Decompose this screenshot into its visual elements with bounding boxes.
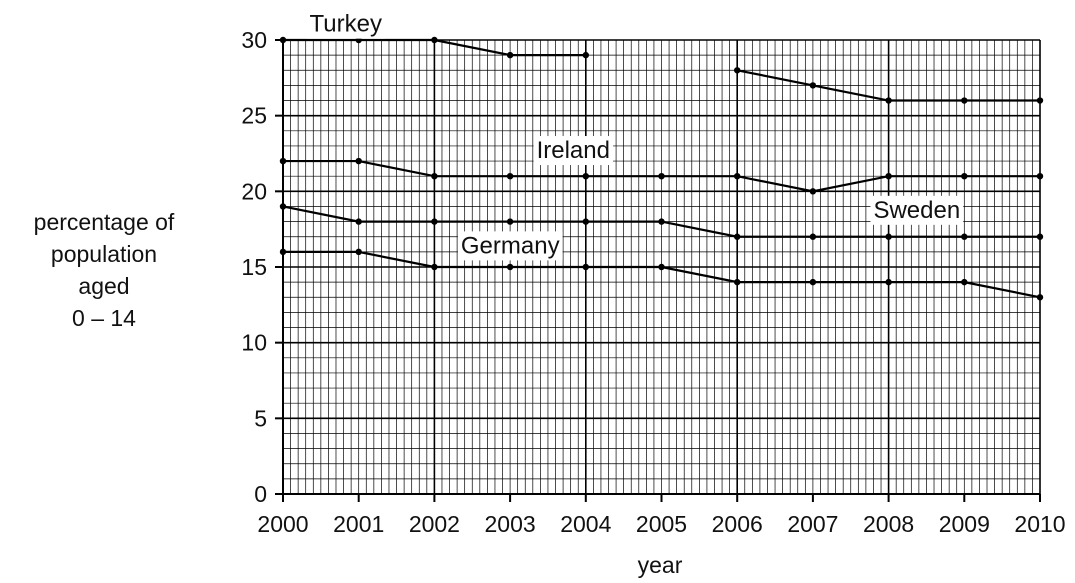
- ireland-point: [431, 173, 438, 180]
- y-tick-label: 15: [241, 254, 267, 280]
- x-tick-label: 2004: [560, 511, 611, 537]
- ireland-series-label: Ireland: [537, 137, 610, 164]
- axes: [275, 39, 1041, 502]
- y-axis-label: percentage of population aged 0 – 14: [34, 209, 175, 331]
- germany-point: [734, 278, 741, 286]
- y-tick-label: 10: [241, 330, 267, 356]
- x-tick-label: 2000: [257, 511, 308, 537]
- germany-point: [279, 248, 287, 256]
- turkey-series-label-background: [306, 9, 385, 39]
- turkey-point: [734, 67, 741, 74]
- ireland-point: [1036, 173, 1044, 180]
- germany-point: [658, 263, 665, 271]
- sweden-point: [658, 218, 665, 225]
- germany-point: [809, 278, 817, 286]
- sweden-point: [582, 218, 589, 225]
- x-tick-label: 2006: [712, 511, 763, 537]
- turkey-point: [1036, 97, 1044, 104]
- tick-labels: 0 5 10 15 20 25 30 2000 2001 2002 2003 2004 2005 2006…: [241, 27, 1065, 537]
- germany-point: [1036, 294, 1044, 301]
- y-tick-label: 30: [241, 27, 267, 53]
- ireland-point: [885, 173, 892, 180]
- y-tick-label: 25: [241, 103, 267, 129]
- ireland-point: [279, 157, 287, 165]
- x-tick-label: 2007: [787, 511, 838, 537]
- germany-point: [582, 263, 589, 271]
- x-tick-label: 2008: [863, 511, 914, 537]
- y-tick-label: 0: [254, 481, 267, 507]
- ireland-point: [809, 188, 817, 195]
- sweden-point: [279, 203, 287, 210]
- x-tick-label: 2002: [409, 511, 460, 537]
- sweden-point: [1036, 233, 1044, 240]
- y-axis-label-line-2: population: [51, 241, 157, 267]
- y-axis-label-line-3: aged: [78, 273, 129, 299]
- sweden-point: [885, 233, 892, 240]
- x-tick-label: 2001: [333, 511, 384, 537]
- x-tick-label: 2009: [939, 511, 990, 537]
- x-tick-label: 2010: [1014, 511, 1065, 537]
- y-axis-label-line-1: percentage of: [34, 209, 175, 235]
- x-tick-label: 2003: [485, 511, 536, 537]
- sweden-point: [506, 218, 514, 225]
- turkey-point: [506, 51, 514, 59]
- turkey-point: [809, 82, 817, 89]
- germany-series-label: Germany: [461, 232, 560, 259]
- series-labels: Turkey Ireland Sweden Germany: [306, 9, 964, 261]
- ireland-point: [506, 173, 514, 180]
- x-tick-label: 2005: [636, 511, 687, 537]
- ireland-point: [961, 173, 968, 180]
- germany-point: [355, 248, 362, 256]
- sweden-point: [734, 233, 741, 240]
- sweden-point: [809, 233, 817, 240]
- germany-point: [431, 263, 438, 271]
- sweden-point: [961, 233, 968, 240]
- series-points: [279, 36, 1044, 301]
- y-tick-label: 5: [254, 405, 267, 431]
- y-axis-label-line-4: 0 – 14: [72, 305, 136, 331]
- sweden-point: [355, 218, 362, 225]
- x-axis-label: year: [638, 552, 683, 578]
- turkey-point: [431, 36, 438, 44]
- turkey-series-label: Turkey: [309, 11, 381, 38]
- y-tick-label: 20: [241, 178, 267, 204]
- turkey-point: [885, 97, 892, 104]
- sweden-series-label: Sweden: [873, 197, 960, 224]
- germany-point: [885, 278, 892, 286]
- germany-point: [506, 263, 514, 271]
- ireland-point: [658, 173, 665, 180]
- germany-series-label-background: [457, 231, 563, 261]
- ireland-point: [734, 173, 741, 180]
- ireland-point: [355, 157, 362, 165]
- ireland-series-label-background: [533, 136, 613, 166]
- ireland-point: [582, 173, 589, 180]
- sweden-point: [431, 218, 438, 225]
- turkey-point: [582, 51, 589, 59]
- turkey-point: [279, 36, 287, 44]
- germany-point: [961, 278, 968, 286]
- turkey-point: [961, 97, 968, 104]
- sweden-series-label-background: [870, 195, 964, 225]
